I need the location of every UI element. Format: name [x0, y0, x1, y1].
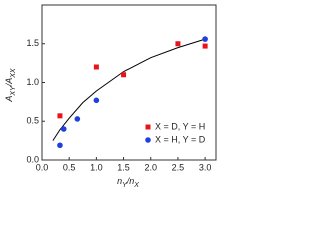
marker-circle — [60, 126, 67, 132]
fit-curve — [52, 38, 206, 141]
chart: AXY/AXX nY/nX 0.0 0.5 1.0 1.5 2.0 2.5 3.0 0.0 0.… — [4, 4, 217, 189]
x-tick-label: 0.5 — [63, 162, 76, 172]
marker-square — [202, 43, 208, 49]
legend-marker — [145, 124, 151, 130]
marker-circle — [202, 36, 208, 42]
marker-square — [175, 41, 181, 47]
legend-marker — [145, 137, 151, 143]
x-tick-label: 2.0 — [144, 162, 157, 172]
y-axis-label: AXY/AXX — [4, 68, 16, 103]
marker-square — [57, 113, 63, 119]
y-tick-label: 0.5 — [26, 116, 39, 126]
marker-circle — [57, 142, 63, 149]
y-tick-label: 0.0 — [26, 154, 39, 164]
y-tick-label: 1.5 — [26, 38, 39, 48]
marker-circle — [93, 97, 100, 104]
x-tick-label: 0.0 — [36, 162, 49, 172]
x-tick-label: 2.5 — [172, 162, 185, 172]
x-axis-label: nY/nX — [117, 176, 139, 188]
marker-circle — [74, 116, 81, 122]
marker-square — [93, 64, 99, 70]
marker-square — [121, 72, 127, 78]
legend-label: X = D, Y = H — [155, 121, 205, 131]
legend-label: X = H, Y = D — [155, 134, 206, 144]
x-tick-label: 3.0 — [199, 162, 212, 172]
x-tick-label: 1.0 — [90, 162, 103, 172]
x-tick-label: 1.5 — [117, 162, 130, 172]
y-tick-label: 1.0 — [26, 77, 39, 87]
